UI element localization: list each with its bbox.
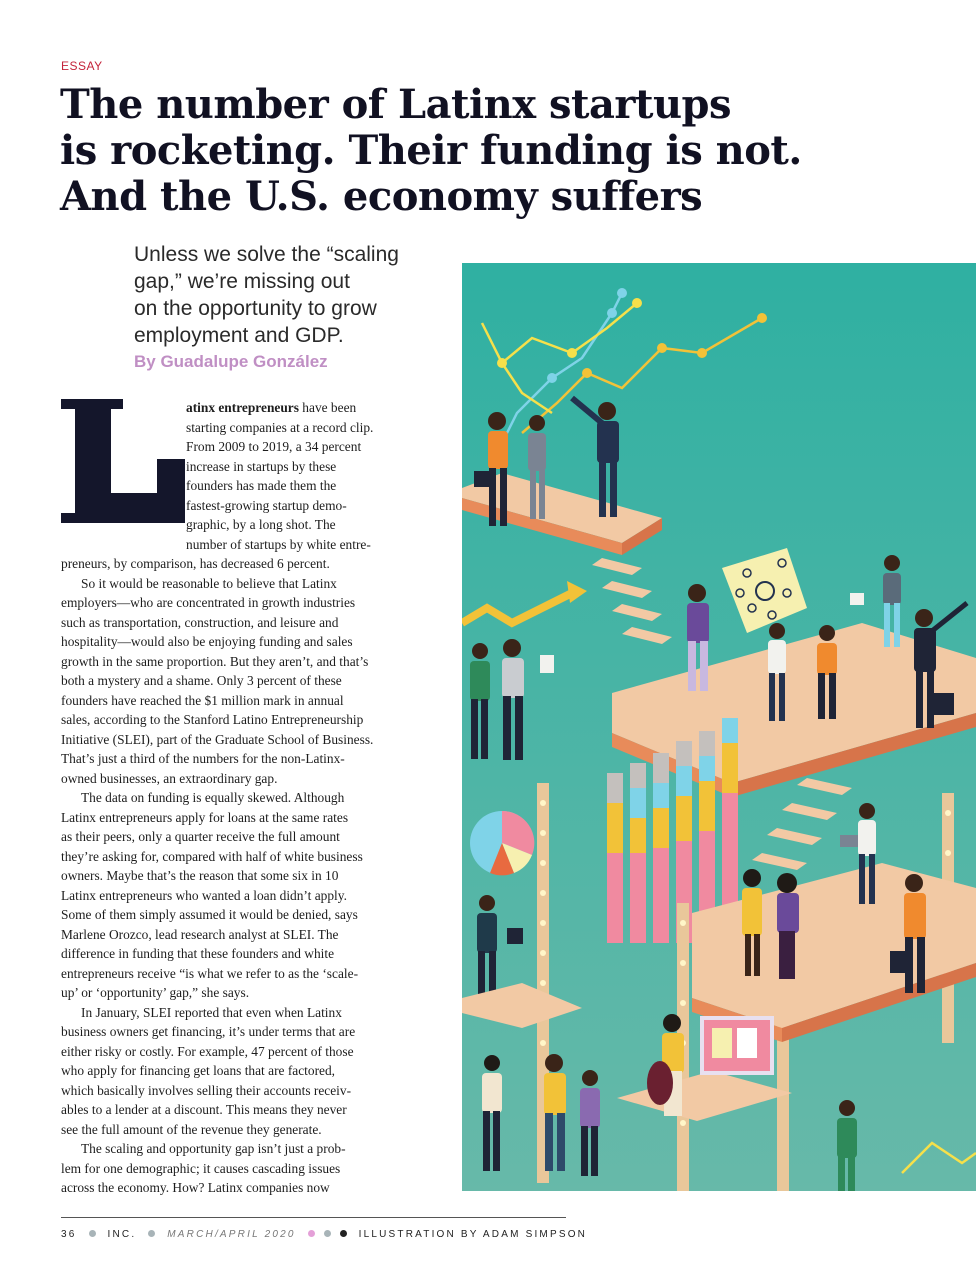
body-line: graphic, by a long shot. The <box>186 517 336 532</box>
top-platform <box>462 473 662 543</box>
person-figure-icon <box>837 1100 857 1191</box>
lead-words: atinx entrepreneurs <box>186 400 299 415</box>
separator-dot-icon <box>148 1230 156 1237</box>
drop-cap <box>61 399 185 523</box>
headline-line: is rocketing. Their funding is not. <box>60 127 802 174</box>
body-line: entrepreneurs receive “is what we refer … <box>61 965 359 981</box>
body-line: In January, SLEI reported that even when… <box>81 1004 342 1020</box>
person-figure-icon <box>687 584 709 691</box>
separator-dot-icon <box>88 1230 96 1237</box>
body-line: who apply for financing get loans that a… <box>61 1063 336 1078</box>
body-line: founders has made them the <box>186 478 337 493</box>
body-line: The scaling and opportunity gap isn’t ju… <box>81 1141 346 1156</box>
body-line: preneurs, by comparison, has decreased 6… <box>61 556 330 571</box>
body-line: increase in startups by these <box>186 458 337 474</box>
page-footer: 36 INC. MARCH/APRIL 2020 ILLUSTRATION BY… <box>61 1229 585 1240</box>
separator-dot-icon <box>339 1230 347 1237</box>
dek-line: employment and GDP. <box>134 324 344 347</box>
body-line: either risky or costly. For example, 47 … <box>61 1043 354 1059</box>
dek-line: gap,” we’re missing out <box>134 270 350 293</box>
body-line: as their peers, only a quarter receive t… <box>61 829 340 844</box>
headline: The number of Latinx startups is rocketi… <box>60 82 940 220</box>
person-figure-icon <box>850 555 901 647</box>
body-line: they’re asking for, compared with half o… <box>61 848 363 864</box>
byline: By Guadalupe González <box>134 352 328 371</box>
body-line: Marlene Orozco, lead research analyst at… <box>61 926 339 942</box>
body-line: difference in funding that these founder… <box>61 946 335 961</box>
body-line: which basically involves selling their a… <box>61 1082 352 1098</box>
person-figure-icon <box>544 1054 566 1171</box>
stairs <box>592 558 672 644</box>
person-figure-icon <box>890 874 926 993</box>
body-line: sales, according to the Stanford Latino … <box>61 712 364 727</box>
person-figure-icon <box>474 412 508 526</box>
person-figure-icon <box>570 395 619 517</box>
headline-line: The number of Latinx startups <box>60 81 732 128</box>
whiteboard-icon <box>722 548 807 633</box>
body-line: So it would be reasonable to believe tha… <box>81 575 337 591</box>
illustration <box>462 263 976 1191</box>
body-line: both a mystery and a shame. Only 3 perce… <box>61 673 342 688</box>
person-figure-icon <box>647 1014 684 1116</box>
person-figure-icon <box>470 643 490 759</box>
body-line: Initiative (SLEI), part of the Graduate … <box>61 731 374 747</box>
body-line: hospitality—would also be enjoying fundi… <box>61 634 353 649</box>
dek: Unless we solve the “scaling gap,” we’re… <box>134 241 444 349</box>
computer-monitor-icon <box>700 1016 774 1075</box>
growth-line-graph <box>901 1141 976 1174</box>
body-line: up’ or ‘opportunity’ gap,” she says. <box>61 985 250 1000</box>
illustration-credit: ILLUSTRATION BY ADAM SIMPSON <box>358 1229 588 1240</box>
body-line-text: have been <box>298 400 357 415</box>
body-line: The data on funding is equally skewed. A… <box>81 790 345 805</box>
drop-cap-letter <box>61 399 185 523</box>
arrow-icon <box>462 589 574 628</box>
person-figure-icon <box>768 623 786 721</box>
dek-line: Unless we solve the “scaling <box>134 243 399 266</box>
body-line: see the full amount of the revenue they … <box>61 1121 322 1137</box>
person-figure-icon <box>502 639 554 760</box>
person-figure-icon <box>580 1070 600 1176</box>
body-line: lem for one demographic; it causes casca… <box>61 1160 341 1176</box>
person-figure-icon <box>742 869 762 976</box>
body-line: founders have reached the $1 million mar… <box>61 692 344 708</box>
pie-chart-icon <box>470 810 535 876</box>
footer-rule <box>61 1217 566 1218</box>
body-line: such as transportation, construction, an… <box>61 614 339 630</box>
person-figure-icon <box>477 895 523 1007</box>
body-line: That’s just a third of the numbers for t… <box>61 751 345 766</box>
body-line: owners. Maybe that’s the reason that som… <box>61 868 339 883</box>
body-line: business owners get financing, it’s unde… <box>61 1024 356 1039</box>
body-line: Latinx entrepreneurs who wanted a loan d… <box>61 887 347 903</box>
person-figure-icon <box>840 803 876 904</box>
person-figure-icon <box>914 601 969 728</box>
body-line: employers—who are concentrated in growth… <box>61 595 356 610</box>
body-line: across the economy. How? Latinx companie… <box>61 1180 330 1195</box>
article-body: atinx entrepreneurs have been starting c… <box>61 398 429 1198</box>
body-line: growth in the same proportion. But they … <box>61 653 369 669</box>
separator-dot-icon <box>323 1230 331 1237</box>
body-line: Some of them simply assumed it would be … <box>61 907 358 922</box>
issue-date: MARCH/APRIL 2020 <box>167 1229 296 1240</box>
desk <box>617 1071 792 1121</box>
headline-line: And the U.S. economy suffers <box>60 173 703 220</box>
body-line: Latinx entrepreneurs apply for loans at … <box>61 809 349 825</box>
person-figure-icon <box>817 625 837 719</box>
body-line: starting companies at a record clip. <box>186 419 374 435</box>
body-line: number of startups by white entre- <box>186 536 371 552</box>
person-figure-icon <box>777 873 799 979</box>
magazine-name: INC. <box>107 1229 137 1240</box>
body-line: ables to a lender at a discount. This me… <box>61 1102 347 1117</box>
section-kicker: ESSAY <box>61 59 103 73</box>
person-figure-icon <box>528 415 546 519</box>
body-line: atinx entrepreneurs have been <box>61 398 429 418</box>
dek-line: on the opportunity to grow <box>134 297 377 320</box>
body-line: fastest-growing startup demo- <box>186 497 347 513</box>
stairs <box>752 778 852 870</box>
person-figure-icon <box>482 1055 502 1171</box>
graph-nodes-icon <box>497 288 767 383</box>
page-number: 36 <box>61 1229 77 1240</box>
body-line: owned businesses, an extraordinary gap. <box>61 770 278 786</box>
separator-dot-icon <box>307 1230 315 1237</box>
body-line: From 2009 to 2019, a 34 percent <box>186 439 362 454</box>
